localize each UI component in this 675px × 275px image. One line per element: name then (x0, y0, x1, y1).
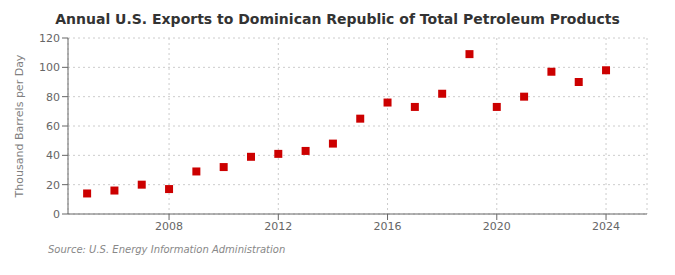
svg-text:2016: 2016 (374, 220, 402, 233)
svg-text:2008: 2008 (155, 220, 183, 233)
svg-text:2012: 2012 (264, 220, 292, 233)
svg-text:60: 60 (46, 120, 60, 133)
svg-text:120: 120 (39, 32, 60, 45)
svg-text:100: 100 (39, 61, 60, 74)
html-text:Annual U.S. Exports to Dominic: Annual U.S. Exports to Dominican Republi… (55, 11, 620, 27)
svg-text:40: 40 (46, 149, 60, 162)
html-text:Source: U.S. Energy Informatio: Source: U.S. Energy Information Administ… (48, 244, 286, 255)
svg-text:0: 0 (53, 208, 60, 221)
svg-text:2020: 2020 (483, 220, 511, 233)
svg-text:80: 80 (46, 91, 60, 104)
svg-text:20: 20 (46, 179, 60, 192)
svg-text:Thousand Barrels per Day: Thousand Barrels per Day (13, 54, 26, 198)
svg-text:2024: 2024 (592, 220, 620, 233)
